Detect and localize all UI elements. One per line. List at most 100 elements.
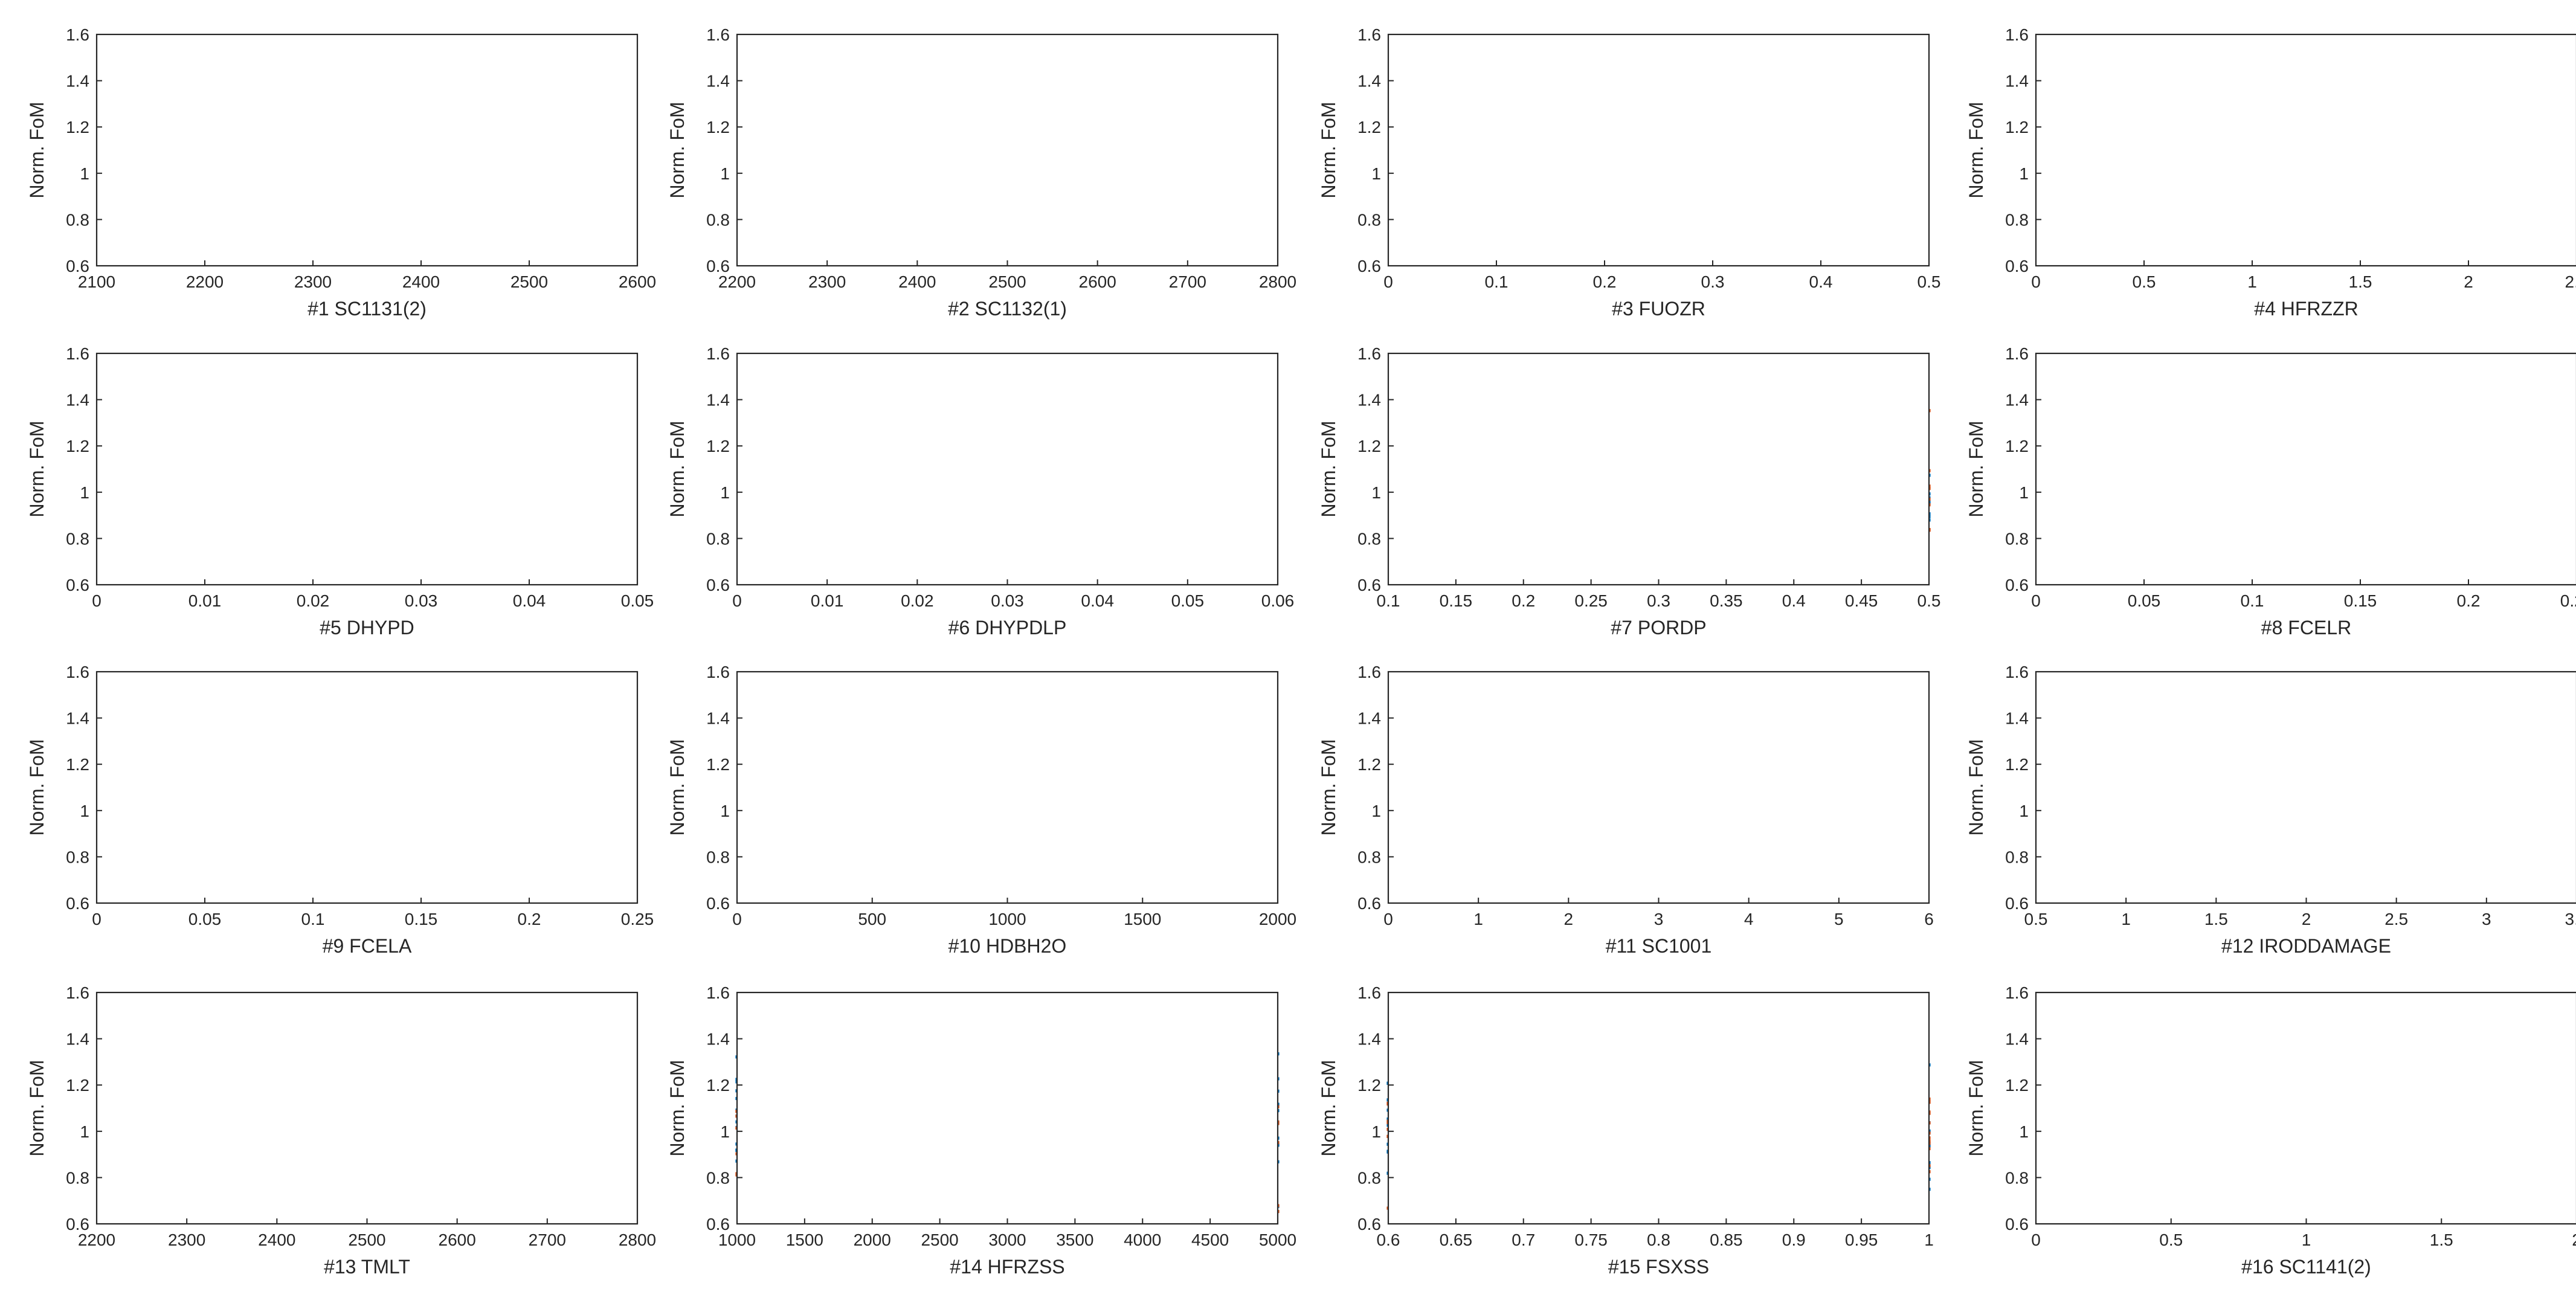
x-tick-label: 0.03 xyxy=(405,591,438,610)
subplot-4: 00.511.522.50.60.811.21.41.6#4 HFRZZRNor… xyxy=(1965,25,2576,320)
y-tick-label: 1.6 xyxy=(706,25,730,44)
y-tick-label: 1.6 xyxy=(2005,25,2029,44)
x-axis-label: #6 DHYPDLP xyxy=(948,617,1067,639)
x-tick-label: 0.25 xyxy=(1574,591,1608,610)
x-tick-label: 0 xyxy=(2031,272,2041,291)
y-tick-label: 1.2 xyxy=(1357,437,1381,455)
x-tick-label: 2700 xyxy=(1169,272,1206,291)
x-tick-label: 2.5 xyxy=(2565,272,2576,291)
x-tick-label: 2200 xyxy=(186,272,224,291)
y-tick-label: 1.4 xyxy=(66,72,89,91)
x-tick-label: 0.02 xyxy=(901,591,934,610)
axes-frame xyxy=(1387,33,1930,267)
x-tick-label: 0.01 xyxy=(188,591,222,610)
x-tick-label: 0 xyxy=(732,591,742,610)
x-tick-label: 0.4 xyxy=(1809,272,1833,291)
x-axis-label: #7 PORDP xyxy=(1611,617,1706,639)
axes-frame xyxy=(1387,352,1930,586)
x-tick-label: 0 xyxy=(1383,272,1393,291)
y-tick-label: 1 xyxy=(720,164,730,183)
y-tick-label: 0.6 xyxy=(2005,257,2029,275)
x-tick-label: 2600 xyxy=(619,272,656,291)
x-tick-label: 0.3 xyxy=(1701,272,1725,291)
x-axis-label: #1 SC1131(2) xyxy=(308,298,427,320)
x-tick-label: 0 xyxy=(92,591,101,610)
x-tick-label: 0.02 xyxy=(297,591,330,610)
x-axis-label: #3 FUOZR xyxy=(1612,298,1705,320)
x-tick-label: 2300 xyxy=(808,272,846,291)
y-tick-label: 1.2 xyxy=(706,437,730,455)
y-tick-label: 0.8 xyxy=(1357,529,1381,548)
y-axis-label: Norm. FoM xyxy=(1965,102,1987,199)
y-tick-label: 0.6 xyxy=(66,257,89,275)
y-tick-label: 0.8 xyxy=(1357,210,1381,229)
y-tick-label: 1.2 xyxy=(706,118,730,137)
y-axis-label: Norm. FoM xyxy=(666,102,688,199)
x-tick-label: 0.04 xyxy=(513,591,546,610)
subplot-3: 0 0.1 0.2 0.3 0.4 0.50.60.811.21.41.6#3 FUOZR… xyxy=(1318,25,1940,320)
y-tick-label: 0.6 xyxy=(706,257,730,275)
x-tick-label: 0.35 xyxy=(1710,591,1743,610)
x-axis-label: #5 DHYPD xyxy=(320,617,414,639)
y-tick-label: 1.2 xyxy=(2005,118,2029,137)
x-tick-label: 0.05 xyxy=(1171,591,1205,610)
x-tick-label: 0.1 xyxy=(1377,591,1400,610)
x-tick-label: 2400 xyxy=(402,272,440,291)
y-tick-label: 1.6 xyxy=(66,25,89,44)
x-tick-label: 0.15 xyxy=(1440,591,1473,610)
subplot-1: 2100 2200 2300 2400 2500 26000.60.811.21.41.6… xyxy=(26,25,656,320)
x-tick-label: 0.5 xyxy=(1918,591,1941,610)
y-tick-label: 1.4 xyxy=(1357,391,1381,410)
y-tick-label: 0.6 xyxy=(66,576,89,594)
axes-frame xyxy=(95,33,639,267)
x-axis-label: #2 SC1132(1) xyxy=(948,298,1067,320)
y-tick-label: 0.8 xyxy=(66,210,89,229)
y-tick-label: 1.2 xyxy=(66,437,89,455)
axes-frame xyxy=(736,33,1279,267)
y-tick-label: 1.4 xyxy=(1357,72,1381,91)
y-tick-label: 1.4 xyxy=(2005,72,2029,91)
y-tick-label: 0.8 xyxy=(706,210,730,229)
y-tick-label: 1.4 xyxy=(706,72,730,91)
x-tick-label: 2 xyxy=(2464,272,2473,291)
axes-frame xyxy=(736,352,1279,586)
x-tick-label: 1 xyxy=(2247,272,2257,291)
subplot-6: 0 0.01 0.02 0.03 0.04 0.05 0.060.60.811.21.41.… xyxy=(666,344,1294,639)
x-tick-label: 0.3 xyxy=(1647,591,1670,610)
x-tick-label: 2500 xyxy=(510,272,548,291)
x-tick-label: 0.5 xyxy=(2133,272,2156,291)
y-tick-label: 1.4 xyxy=(66,391,89,410)
y-tick-label: 1.6 xyxy=(66,344,89,363)
y-tick-label: 0.8 xyxy=(2005,210,2029,229)
x-tick-label: 0.2 xyxy=(1512,591,1535,610)
y-tick-label: 0.6 xyxy=(706,576,730,594)
x-tick-label: 0.1 xyxy=(1485,272,1509,291)
x-tick-label: 0.03 xyxy=(991,591,1024,610)
x-tick-label: 2800 xyxy=(1259,272,1296,291)
y-tick-label: 1 xyxy=(80,164,89,183)
x-tick-label: 2600 xyxy=(1079,272,1116,291)
y-tick-label: 1 xyxy=(80,483,89,502)
y-tick-label: 1.2 xyxy=(66,118,89,137)
x-tick-label: 0.04 xyxy=(1081,591,1114,610)
x-tick-label: 0.05 xyxy=(621,591,654,610)
x-tick-label: 0.01 xyxy=(811,591,844,610)
subplot-5: 0 0.01 0.02 0.03 0.04 0.05 0.6 0.8 1 1.2 1.4 1.6 #5 … xyxy=(26,344,654,639)
y-tick-label: 0.8 xyxy=(706,529,730,548)
y-tick-label: 1.6 xyxy=(1357,344,1381,363)
y-tick-label: 0.8 xyxy=(66,529,89,548)
x-tick-label: 2400 xyxy=(898,272,936,291)
y-tick-label: 0.6 xyxy=(1357,257,1381,275)
subplot-2: 2200 2300 2400 2500 2600 2700 28000.60.811.21.… xyxy=(666,25,1296,320)
x-tick-label: 2500 xyxy=(988,272,1026,291)
y-tick-label: 1 xyxy=(720,483,730,502)
y-axis-label: Norm. FoM xyxy=(1318,102,1339,199)
y-tick-label: 1 xyxy=(2019,164,2029,183)
y-axis-label: Norm. FoM xyxy=(26,102,48,199)
y-tick-label: 1 xyxy=(1371,164,1381,183)
x-axis-label: #4 HFRZZR xyxy=(2254,298,2358,320)
x-tick-label: 0.45 xyxy=(1845,591,1878,610)
x-tick-label: 0.06 xyxy=(1261,591,1295,610)
y-axis-label: Norm. FoM xyxy=(26,421,48,518)
